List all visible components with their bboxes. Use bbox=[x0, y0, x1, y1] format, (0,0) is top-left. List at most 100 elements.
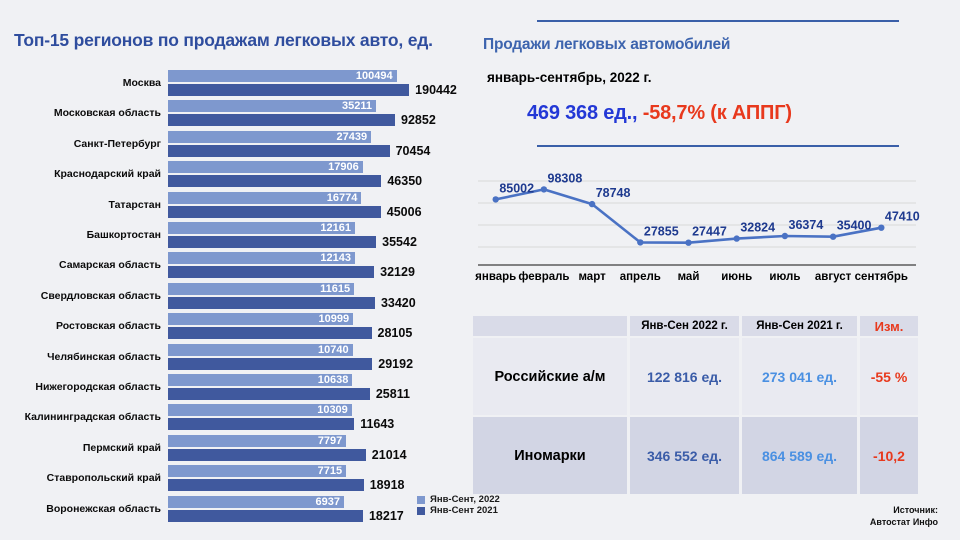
region-label: Челябинская область bbox=[47, 350, 161, 363]
bar-2022: 11615 bbox=[168, 282, 355, 295]
bar-2021-value: 29192 bbox=[378, 356, 414, 371]
table-header-empty bbox=[473, 316, 627, 336]
bar-2022-value: 17906 bbox=[328, 161, 359, 174]
bar-2022-value: 12143 bbox=[320, 252, 351, 265]
top-divider-line bbox=[537, 20, 899, 22]
bar-2022-value: 35211 bbox=[342, 100, 372, 113]
bar-2021 bbox=[168, 509, 363, 522]
summary-change: -58,7% (к АППГ) bbox=[642, 102, 792, 124]
region-label: Нижегородская область bbox=[35, 381, 161, 393]
bar-2022-value: 10638 bbox=[317, 374, 349, 386]
bar-2022: 12161 bbox=[168, 222, 355, 234]
bar-row: Краснодарский край 17906 46350 bbox=[0, 161, 470, 189]
bar-2021-value: 11643 bbox=[360, 417, 395, 432]
bar-row: Татарстан 16774 45006 bbox=[0, 191, 470, 220]
bar-2021 bbox=[168, 205, 381, 218]
region-label: Башкортостан bbox=[86, 229, 161, 241]
bar-2021-value: 92852 bbox=[401, 113, 436, 128]
bar-row: Челябинская область 10740 29192 bbox=[0, 343, 470, 372]
line-chart-subtitle: январь-сентябрь, 2022 г. bbox=[487, 70, 652, 85]
bar-2022-value: 7797 bbox=[317, 434, 343, 447]
region-label: Ростовская область bbox=[55, 320, 161, 333]
data-point-label: 32824 bbox=[740, 221, 775, 235]
month-tick-label: март bbox=[578, 271, 606, 283]
table-value-foreign-2021: 864 589 ед. bbox=[742, 417, 857, 494]
bar-row: Санкт-Петербург 27439 70454 bbox=[0, 130, 470, 159]
bar-2022: 100494 bbox=[168, 70, 397, 82]
bar-2022: 10309 bbox=[168, 404, 352, 417]
bar-row: Нижегородская область 10638 25811 bbox=[0, 374, 470, 402]
bar-row: Воронежская область 6937 18217 bbox=[0, 495, 470, 524]
bar-2021 bbox=[168, 418, 355, 431]
table-header-2022: Янв-Сен 2022 г. bbox=[630, 316, 739, 336]
legend-item-2021: Янв-Сент 2021 bbox=[417, 505, 500, 516]
data-point-label: 85002 bbox=[499, 181, 534, 195]
table-header-change: Изм. bbox=[860, 316, 918, 336]
bar-row: Московская область 35211 92852 bbox=[0, 100, 470, 128]
bar-2021 bbox=[168, 479, 364, 492]
data-point bbox=[878, 224, 885, 231]
data-point bbox=[540, 186, 548, 193]
bar-row: Самарская область 12143 32129 bbox=[0, 252, 470, 280]
bar-2022: 10638 bbox=[168, 374, 353, 386]
region-label: Москва bbox=[122, 77, 161, 89]
table-row-label-russian: Российские а/м bbox=[473, 338, 627, 415]
bar-chart: Москва 100494 190442 Московская область 3521… bbox=[0, 70, 470, 528]
region-label: Самарская область bbox=[59, 259, 161, 272]
bar-2022: 10999 bbox=[168, 313, 354, 326]
sales-comparison-table: Янв-Сен 2022 г. Янв-Сен 2021 г. Изм. Рос… bbox=[473, 316, 918, 494]
bar-2021-value: 32129 bbox=[380, 265, 415, 280]
month-tick-label: июль bbox=[769, 271, 800, 283]
month-tick-label: июнь bbox=[721, 271, 752, 283]
summary-total: 469 368 ед., bbox=[527, 102, 638, 124]
region-label: Ставропольский край bbox=[46, 472, 161, 485]
data-point bbox=[492, 196, 499, 203]
bar-2022: 35211 bbox=[168, 100, 376, 113]
bar-2021 bbox=[168, 114, 395, 127]
region-label: Московская область bbox=[53, 107, 161, 120]
month-tick-label: февраль bbox=[518, 271, 569, 283]
bar-row: Москва 100494 190442 bbox=[0, 70, 470, 98]
data-point-label: 78748 bbox=[596, 186, 631, 200]
data-point bbox=[733, 235, 740, 242]
bar-2022: 7715 bbox=[168, 465, 347, 478]
data-point-label: 47410 bbox=[885, 210, 920, 224]
monthly-sales-line-chart: 85002 январь 98308 февраль 78748 март 27855 апр… bbox=[475, 171, 920, 283]
region-label: Санкт-Петербург bbox=[73, 137, 161, 150]
bar-2022-value: 10309 bbox=[317, 404, 348, 417]
data-point bbox=[637, 239, 644, 246]
data-point-label: 98308 bbox=[548, 171, 583, 185]
bar-2021-value: 18217 bbox=[368, 508, 404, 523]
bar-2021-value: 46350 bbox=[387, 174, 423, 189]
data-point bbox=[685, 239, 692, 246]
data-point-label: 27855 bbox=[644, 224, 679, 238]
bar-2022-value: 10999 bbox=[318, 313, 350, 326]
data-point-label: 27447 bbox=[692, 225, 727, 239]
source-name: Автостат Инфо bbox=[869, 517, 938, 527]
bar-2022: 27439 bbox=[168, 130, 372, 143]
bar-2021 bbox=[168, 448, 366, 461]
bar-2022: 7797 bbox=[168, 434, 347, 447]
bar-2022-value: 7715 bbox=[317, 465, 343, 478]
table-change-foreign: -10,2 bbox=[860, 417, 918, 494]
table-change-russian: -55 % bbox=[860, 338, 918, 415]
region-label: Татарстан bbox=[108, 198, 161, 211]
legend-swatch-2022 bbox=[417, 495, 425, 504]
bar-row: Пермский край 7797 21014 bbox=[0, 434, 470, 463]
bar-row: Башкортостан 12161 35542 bbox=[0, 222, 470, 250]
month-tick-label: апрель bbox=[620, 271, 661, 283]
legend-swatch-2021 bbox=[417, 506, 425, 515]
data-point bbox=[781, 232, 789, 240]
data-point-label: 36374 bbox=[789, 218, 824, 232]
bar-2022-value: 16774 bbox=[326, 191, 358, 204]
bar-row: Ростовская область 10999 28105 bbox=[0, 313, 470, 341]
bar-2022: 17906 bbox=[168, 161, 363, 174]
region-label: Свердловская область bbox=[40, 289, 161, 302]
source-label: Источник: bbox=[893, 505, 938, 515]
table-header-2021: Янв-Сен 2021 г. bbox=[742, 316, 857, 336]
legend-item-2022: Янв-Сент, 2022 bbox=[417, 494, 500, 505]
bar-2021 bbox=[168, 84, 410, 96]
line-series bbox=[495, 188, 882, 244]
line-chart-title: Продажи легковых автомобилей bbox=[483, 36, 731, 53]
month-tick-label: январь bbox=[475, 271, 516, 283]
